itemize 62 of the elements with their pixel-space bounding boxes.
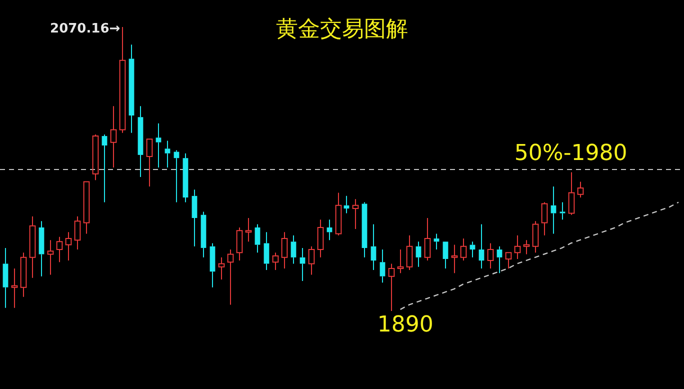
candlestick (281, 232, 288, 269)
candlestick (110, 106, 117, 168)
candlestick (370, 224, 376, 271)
candlestick (550, 186, 556, 234)
candlestick (218, 256, 225, 280)
annotation: 1890 (377, 312, 434, 338)
candlestick (487, 242, 494, 269)
candlestick (406, 234, 413, 271)
candlestick (496, 246, 502, 274)
candlestick (380, 249, 386, 284)
candlestick (29, 216, 36, 278)
candlestick (560, 202, 566, 220)
candlestick (362, 202, 368, 258)
candlestick (20, 252, 27, 298)
candlestick (65, 232, 72, 262)
candlestick (128, 44, 134, 134)
candlestick (541, 202, 548, 236)
candlestick (308, 246, 315, 276)
candlestick (254, 224, 260, 254)
candlestick (2, 247, 8, 308)
candlestick (388, 263, 395, 312)
candlestick (74, 216, 81, 250)
candlestick (335, 192, 342, 236)
candlestick (138, 106, 144, 178)
candlestick (56, 236, 63, 263)
candlestick (416, 241, 422, 268)
candlestick (478, 224, 484, 269)
candlestick (505, 252, 512, 269)
candlestick (451, 244, 458, 274)
candlestick (47, 240, 54, 276)
annotation: 50%-1980 (514, 140, 628, 166)
chart-title: 黄金交易图解 (276, 17, 408, 42)
candlestick (210, 242, 216, 288)
candlestick (192, 189, 198, 247)
candlestick (577, 181, 584, 198)
candlestick (11, 268, 18, 308)
candlestick (227, 249, 234, 306)
candlestick (442, 242, 448, 269)
candlestick (532, 220, 539, 254)
candlestick (164, 140, 170, 168)
candlestick (182, 152, 188, 203)
candlestick (460, 238, 467, 262)
candlestick (102, 134, 108, 203)
candlestick (568, 172, 575, 216)
annotation: 2070.16→ (50, 21, 120, 36)
candlestick (200, 211, 206, 258)
candlestick (146, 138, 153, 187)
candlestick (317, 219, 324, 258)
candlestick (514, 234, 521, 260)
candlestick (424, 217, 431, 262)
candlestick (264, 232, 270, 271)
candlestick (236, 226, 243, 262)
candlestick (352, 198, 359, 230)
candlestick (397, 249, 404, 274)
candlestick (119, 26, 126, 134)
candlestick (83, 181, 90, 234)
candlestick (245, 217, 252, 242)
candlestick (272, 252, 279, 271)
candlestick (290, 234, 296, 264)
candlestick (523, 240, 530, 255)
candlestick (38, 220, 44, 277)
candlestick (156, 122, 162, 168)
